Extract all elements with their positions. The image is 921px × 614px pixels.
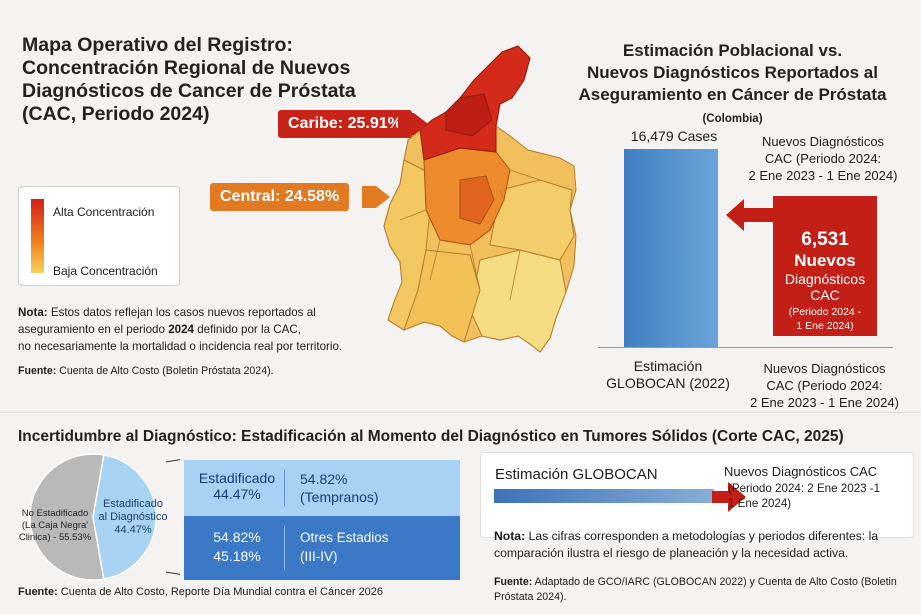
row-separator [284, 470, 285, 506]
staging-pie [29, 453, 180, 581]
map-internal-borders [399, 169, 541, 301]
cac-top-label: Nuevos Diagnósticos CAC (Periodo 2024: 2… [748, 134, 898, 183]
pie-connector-top [165, 459, 180, 463]
comparison-arrow [726, 199, 776, 231]
pie-label-no-estadificado: No Estadificado (La Caja Negra' Clinica)… [18, 508, 92, 543]
staging-breakdown: Estadificado 44.47% 54.82% (Tempranos) 5… [184, 460, 460, 580]
legend: Alta Concentración Baja Concentración [18, 186, 180, 286]
callout-central-arrow [362, 186, 390, 208]
map-note: Nota: Estos datos reflejan los casos nue… [18, 306, 343, 353]
map-source: Fuente: Cuenta de Alto Costo (Boletin Pr… [18, 365, 274, 377]
pie-connector-bottom [165, 571, 180, 575]
callout-central: Central: 24.58% [210, 183, 350, 211]
globocan-bar-label: 16,479 Cases [630, 128, 718, 144]
cac-value: 6,531 [801, 229, 849, 250]
globocan-category-label: Estimación GLOBOCAN (2022) [606, 358, 730, 391]
cac-category-label: Nuevos Diagnósticos CAC (Periodo 2024: 2… [750, 361, 899, 410]
panel-globocan-label: Estimación GLOBOCAN [495, 466, 658, 483]
comparison-title: Estimación Poblacional vs. Nuevos Diagnó… [578, 41, 887, 125]
staging-title: Incertidumbre al Diagnóstico: Estadifica… [18, 428, 844, 445]
panel-cac-period: (Periodo 2024: 2 Ene 2023 -1 1 Ene 2024) [728, 482, 881, 510]
staging-source: Fuente: Cuenta de Alto Costo, Reporte Dí… [18, 586, 384, 598]
globocan-bar [624, 149, 718, 347]
map-region-central-core [459, 175, 495, 225]
legend-high-label: Alta Concentración [53, 205, 155, 219]
legend-gradient [31, 199, 44, 273]
panel-cac-label: Nuevos Diagnósticos CAC [724, 464, 878, 479]
callout-caribe: Caribe: 25.91% [278, 110, 412, 138]
pie-slice-estadificado [92, 454, 157, 580]
pie-label-estadificado: Estadificado al Diagnóstico 44.47% [98, 498, 168, 536]
map-region-amazonia [469, 249, 567, 353]
staging-row-late: 54.82% 45.18% Otres Estadios (III-IV) [184, 516, 460, 580]
row-separator [284, 526, 285, 570]
map-region-caribe-inner [445, 93, 493, 137]
section-divider [0, 412, 921, 413]
panel-arrow [712, 482, 746, 512]
legend-low-label: Baja Concentración [53, 264, 158, 278]
pie-slice-no-estadificado [29, 453, 105, 581]
colombia-map [383, 45, 577, 353]
panel-note: Nota: Las cifras corresponden a metodolo… [494, 529, 879, 560]
map-region-southwest [403, 249, 481, 343]
panel-globocan-bar [494, 489, 714, 503]
panel-source: Fuente: Adaptado de GCO/IARC (GLOBOCAN 2… [494, 576, 897, 603]
map-region-orinoquia [489, 179, 575, 261]
staging-row-early: Estadificado 44.47% 54.82% (Tempranos) [184, 460, 460, 516]
cac-bar: 6,531 Nuevos Diagnósticos CAC (Periodo 2… [773, 196, 877, 336]
map-title: Mapa Operativo del Registro: Concentraci… [22, 34, 356, 125]
x-axis-line [598, 347, 893, 348]
callout-caribe-arrow [398, 113, 428, 135]
